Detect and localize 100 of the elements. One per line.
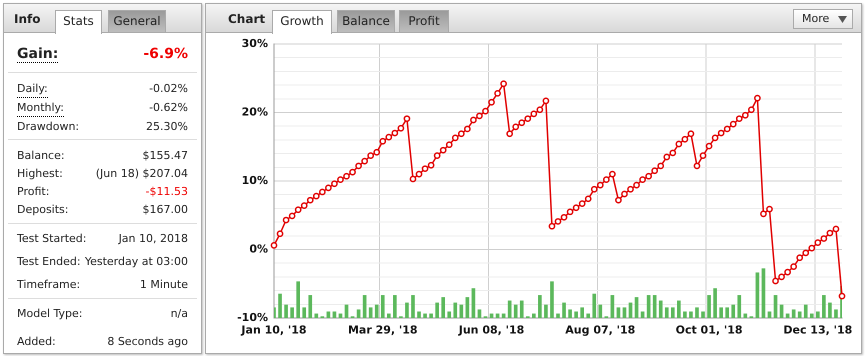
text: Info <box>14 12 40 26</box>
bar <box>532 314 536 318</box>
bar <box>658 300 663 318</box>
bar <box>834 309 838 318</box>
text: Jan 10, 2018 <box>118 231 188 247</box>
text: 8 Seconds ago <box>107 334 188 350</box>
bar <box>296 281 300 318</box>
bar <box>374 304 379 318</box>
bar <box>822 295 826 318</box>
bar <box>332 312 336 318</box>
text: $167.00 <box>142 202 188 218</box>
bar <box>393 295 397 318</box>
text: Stats <box>55 10 102 34</box>
bar <box>429 314 433 318</box>
bar <box>278 294 282 318</box>
y-tick-label: -10% <box>237 310 268 324</box>
bar <box>804 304 808 318</box>
bar <box>610 295 614 318</box>
text: More <box>802 11 830 27</box>
bar <box>586 314 590 318</box>
bar <box>314 314 318 318</box>
bar <box>634 297 638 318</box>
bar <box>284 304 288 318</box>
bar <box>798 312 802 318</box>
text: 1 Minute <box>140 277 188 293</box>
bar <box>368 307 373 318</box>
bar <box>550 281 554 318</box>
x-tick-label: Aug 07, '18 <box>565 323 636 336</box>
bar <box>441 297 446 318</box>
text: Deposits: <box>17 202 68 218</box>
bar <box>640 312 644 318</box>
y-tick-label: 10% <box>242 174 268 187</box>
text: Profit <box>399 10 449 32</box>
text: Added: <box>17 334 56 350</box>
bar <box>490 314 494 318</box>
bar <box>664 307 669 318</box>
bar <box>496 314 500 318</box>
bar <box>386 314 391 318</box>
bar <box>768 312 772 318</box>
bar <box>592 294 596 318</box>
text: -0.02% <box>149 81 188 97</box>
bar <box>743 314 748 318</box>
bar <box>556 314 560 318</box>
bar <box>344 304 348 318</box>
x-tick-label: Mar 29, '18 <box>348 323 418 336</box>
bar <box>574 312 578 318</box>
bar <box>453 302 458 318</box>
bar <box>652 295 657 318</box>
bar <box>780 304 784 318</box>
bar <box>411 295 415 318</box>
bar <box>423 314 427 318</box>
bar <box>380 295 385 318</box>
bar <box>792 309 796 318</box>
bar <box>646 295 650 318</box>
bar <box>828 302 832 318</box>
bar <box>362 295 366 318</box>
bar <box>707 295 711 318</box>
text: Balance <box>337 10 395 32</box>
bar <box>725 307 730 318</box>
bar <box>302 307 306 318</box>
bar <box>622 307 626 318</box>
bar <box>562 302 566 318</box>
bar <box>677 300 681 318</box>
text: Test Started: <box>17 231 86 247</box>
y-tick-label: 30% <box>242 36 268 50</box>
text: Balance: <box>17 148 65 164</box>
text: Gain: <box>17 46 58 63</box>
bar <box>466 297 470 318</box>
bar <box>459 304 464 318</box>
text: (Jun 18) $207.04 <box>96 166 188 182</box>
bar <box>719 307 723 318</box>
bar <box>731 304 736 318</box>
bar <box>338 314 342 318</box>
bar <box>514 304 518 318</box>
bar <box>816 312 820 318</box>
bar <box>417 312 421 318</box>
bar <box>538 295 542 318</box>
text: -6.9% <box>143 46 188 62</box>
bar <box>810 314 814 318</box>
bar <box>689 312 693 318</box>
bar <box>326 312 330 318</box>
bar <box>472 288 476 318</box>
bar <box>568 309 572 318</box>
bar <box>290 307 294 318</box>
text: Yesterday at 03:00 <box>84 254 188 270</box>
text: n/a <box>170 306 188 322</box>
text: Growth <box>272 10 332 34</box>
bar <box>774 295 778 318</box>
bar <box>598 304 602 318</box>
text: -0.62% <box>149 100 188 116</box>
chart-title: Chart <box>228 12 266 26</box>
bar <box>762 268 766 318</box>
x-tick-label: Dec 13, '18 <box>783 323 852 336</box>
text: Monthly: <box>17 100 64 117</box>
bar <box>478 309 482 318</box>
x-tick-label: Jan 10, '18 <box>240 323 307 336</box>
bar <box>435 302 439 318</box>
bar <box>786 314 790 318</box>
bar <box>695 307 699 318</box>
bar <box>508 300 512 318</box>
